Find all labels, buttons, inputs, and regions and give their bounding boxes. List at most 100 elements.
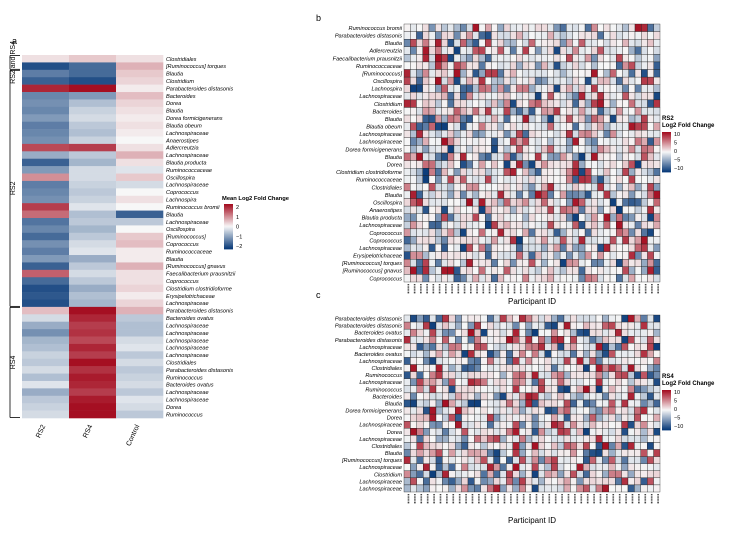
heatmap-a-cell [22,306,70,315]
heatmap-b-cell [541,76,548,85]
heatmap-b-cell [528,190,536,199]
heatmap-b-cell [603,31,611,40]
heatmap-c-cell [519,336,526,344]
heatmap-c-cell [480,336,488,344]
heatmap-c-cell [640,357,648,365]
heatmap-b-cell [572,69,580,78]
heatmap-c-cell [493,392,501,401]
heatmap-b-cell [497,183,505,192]
heatmap-b-cell [553,114,561,123]
heatmap-b-cell [597,122,604,131]
heatmap-b-cell [435,31,442,40]
heatmap-b-cell [528,243,536,252]
heatmap-c-row-label: Lachnospiraceae [359,479,402,485]
heatmap-b-cell [647,54,654,63]
heatmap-a-cell [116,166,164,174]
heatmap-b-cell [647,99,654,108]
heatmap-b-cell [534,39,542,47]
heatmap-c-cell [455,421,462,429]
heatmap-b-cell [547,190,555,199]
heatmap-c-cell [544,364,552,372]
heatmap-b-cell [422,61,430,70]
heatmap-c-cell [583,392,590,401]
heatmap-c-cell [493,442,501,450]
heatmap-a-cell [116,114,164,122]
heatmap-b-cell [410,213,417,222]
heatmap-b-cell [559,213,567,222]
heatmap-c-cell [531,357,539,365]
legend-a-swatch [224,215,233,217]
heatmap-b-cell [603,39,611,47]
heatmap-b-cell [553,228,561,237]
heatmap-c-cell [403,314,411,323]
heatmap-b-cell [566,69,573,78]
heatmap-b-cell [428,31,436,40]
legend-a-swatch [224,209,233,212]
heatmap-c-cell [557,385,565,394]
heatmap-c-cell [570,421,577,429]
heatmap-c-cell [474,321,481,330]
heatmap-b-cell [453,213,461,222]
heatmap-b-cell [478,175,486,184]
heatmap-b-cell [435,190,442,199]
legend-a-swatch [224,213,233,215]
heatmap-b-cell [422,137,430,146]
heatmap-c-cell [647,456,654,464]
heatmap-b-cell [566,190,573,199]
heatmap-b-cell [541,190,548,199]
heatmap-b-cell [478,114,486,123]
heatmap-c-cell [583,484,590,493]
heatmap-c-cell [640,477,648,486]
heatmap-b-cell [410,61,417,70]
heatmap-c-cell [506,399,513,408]
heatmap-c-row-label: Clostridiales [372,444,403,450]
heatmap-b-cell [622,54,629,63]
heatmap-b-cell [553,137,561,146]
legend-c-swatch [662,423,671,425]
heatmap-b-cell [553,99,561,108]
heatmap-b-cell [597,160,604,169]
legend-a-swatch [224,237,233,240]
heatmap-c-cell [519,378,526,386]
heatmap-b-cell [453,243,461,252]
heatmap-a-cell [69,143,117,152]
heatmap-b-cell [559,137,567,146]
heatmap-b-cell [591,221,598,230]
heatmap-b-cell [628,183,636,192]
heatmap-b-cell [435,160,442,169]
heatmap-a-cell [116,284,164,293]
heatmap-c-cell [467,378,475,386]
legend-b-swatch [662,163,671,165]
heatmap-c-cell [435,413,443,422]
heatmap-c-cell [493,378,501,386]
heatmap-b-cell [653,145,661,154]
heatmap-b-cell [447,243,455,252]
heatmap-b-cell [472,54,480,63]
heatmap-c-cell [410,413,417,422]
heatmap-c-cell [563,364,571,372]
heatmap-b-cell [597,137,604,146]
heatmap-c-cell [615,371,622,379]
heatmap-c-cell [583,428,590,436]
heatmap-c-cell [467,371,475,379]
heatmap-b-cell [503,130,511,138]
heatmap-b-cell [572,152,580,161]
heatmap-c-cell [653,463,661,471]
heatmap-b-cell [516,99,523,108]
legend-a-swatch [224,243,233,245]
heatmap-c-cell [403,406,411,415]
heatmap-b-cell [453,107,461,116]
heatmap-c-cell [429,378,437,386]
heatmap-c-cell [563,328,571,337]
heatmap-c-cell [544,484,552,493]
heatmap-c-cell [570,336,577,344]
heatmap-c-cell [576,343,584,351]
heatmap-c-cell [429,371,437,379]
heatmap-b-cell [566,243,573,252]
heatmap-c-cell [403,399,411,408]
heatmap-c-row-label: Dorea [387,430,402,436]
heatmap-c-cell [634,413,641,422]
heatmap-b-cell [522,23,530,32]
heatmap-b-cell [484,122,492,131]
heatmap-c-cell [627,357,635,365]
